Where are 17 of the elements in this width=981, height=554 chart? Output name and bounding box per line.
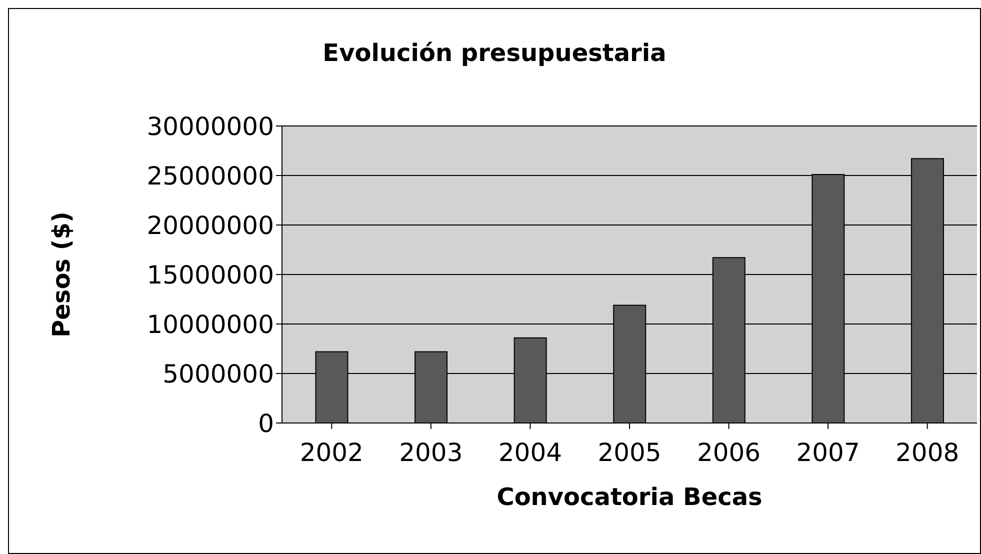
- y-tick-label: 15000000: [146, 260, 274, 290]
- y-tick-label: 30000000: [146, 112, 274, 141]
- x-tick-label: 2006: [696, 438, 761, 467]
- x-tick-label: 2002: [300, 438, 364, 467]
- x-tick-label: 2007: [796, 438, 860, 467]
- y-tick-label: 10000000: [146, 310, 274, 339]
- chart-title: Evolución presupuestaria: [322, 39, 668, 67]
- x-axis-title: Convocatoria Becas: [496, 483, 762, 511]
- y-axis-title: Pesos ($): [48, 212, 76, 338]
- y-tick-label: 5000000: [162, 359, 274, 388]
- y-tick-label: 25000000: [146, 161, 274, 190]
- x-tick-label: 2004: [498, 438, 562, 467]
- x-tick-label: 2003: [399, 438, 463, 467]
- x-tick-label: 2008: [896, 438, 960, 467]
- y-tick-label: 0: [258, 408, 274, 438]
- y-tick-label: 20000000: [146, 210, 274, 240]
- x-tick-label: 2005: [598, 438, 662, 467]
